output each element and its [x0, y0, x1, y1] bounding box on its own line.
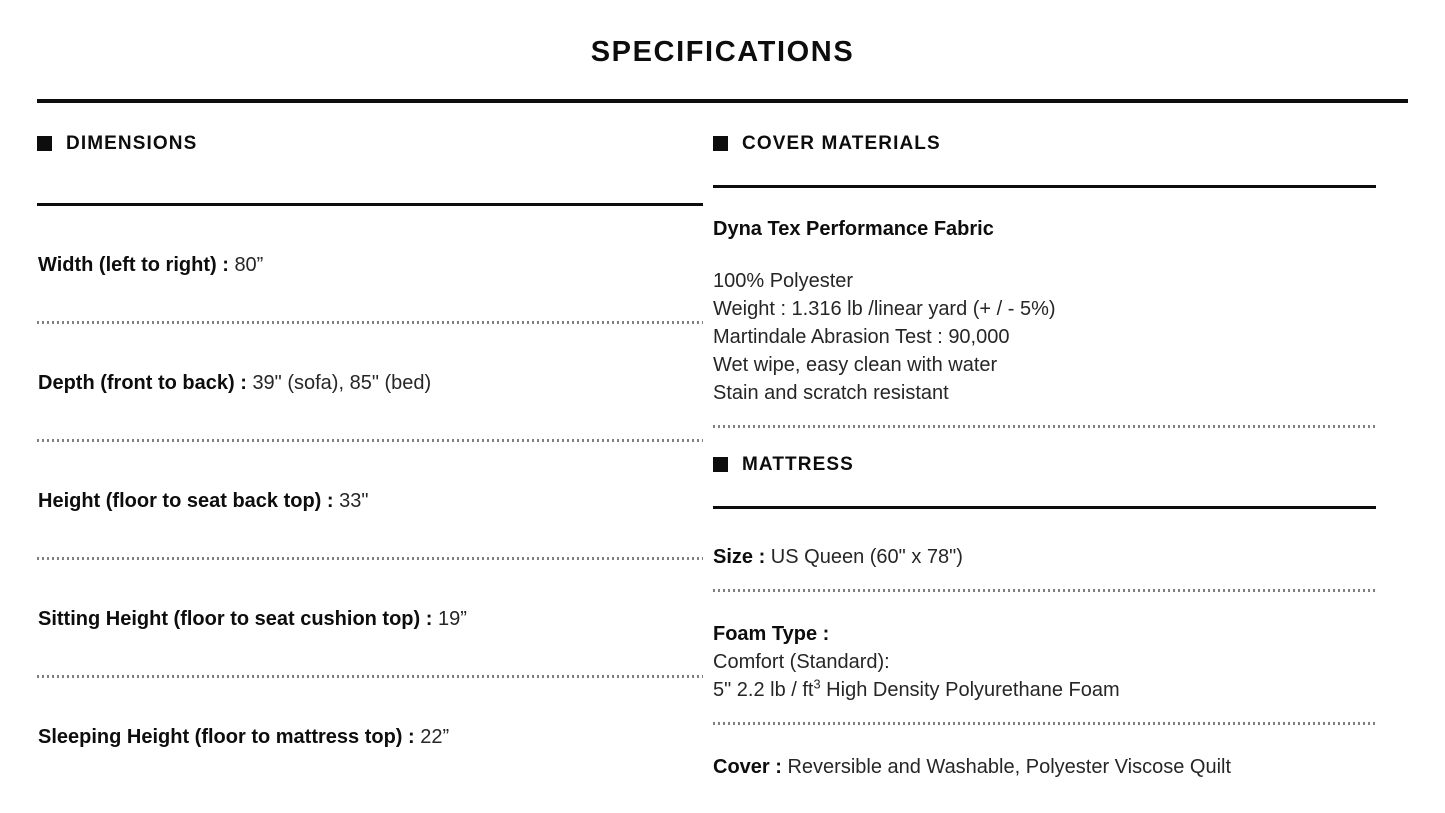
foam-comfort-line: Comfort (Standard):: [713, 651, 890, 673]
foam-dotted-divider: [713, 722, 1376, 725]
square-bullet-icon: [713, 456, 728, 472]
dimension-value: 22”: [420, 726, 450, 748]
dimensions-section-divider: [37, 203, 703, 206]
cover-materials-section-header: COVER MATERIALS: [713, 131, 1408, 155]
dimensions-section-title: DIMENSIONS: [66, 132, 198, 154]
dimension-value: 33": [339, 490, 369, 512]
row-dotted-divider: [37, 439, 703, 442]
dimension-value: 80”: [234, 254, 264, 276]
page-title: SPECIFICATIONS: [590, 36, 855, 68]
square-bullet-icon: [37, 135, 52, 151]
dimension-row-text: Sleeping Height (floor to mattress top) …: [37, 724, 705, 750]
spacer: [713, 188, 1408, 216]
dimension-row-text: Height (floor to seat back top) : 33": [37, 488, 705, 514]
dimension-row-text: Depth (front to back) : 39" (sofa), 85" …: [37, 370, 705, 396]
dimension-row-text: Sitting Height (floor to seat cushion to…: [37, 606, 705, 632]
row-dotted-divider: [37, 321, 703, 324]
cover-materials-section-divider: [713, 185, 1376, 188]
dimensions-column: DIMENSIONS Width (left to right) : 80” D…: [0, 131, 705, 796]
square-bullet-icon: [713, 135, 728, 151]
spacer: [713, 476, 1408, 506]
foam-type-label: Foam Type :: [713, 623, 830, 645]
cubic-foot-superscript: 3: [813, 676, 821, 692]
dimension-label: Depth (front to back) :: [38, 372, 247, 394]
foam-density-suffix: High Density Polyurethane Foam: [820, 679, 1120, 701]
dimension-label: Height (floor to seat back top) :: [38, 490, 334, 512]
spacer: [37, 155, 705, 203]
mattress-size-row: Size : US Queen (60" x 78"): [713, 543, 1408, 571]
mattress-cover-row: Cover : Reversible and Washable, Polyest…: [713, 753, 1408, 781]
spacer: [713, 428, 1408, 452]
fabric-detail-line: Wet wipe, easy clean with water: [713, 354, 998, 376]
dimension-row-depth: Depth (front to back) : 39" (sofa), 85" …: [37, 324, 705, 442]
fabric-detail-line: Stain and scratch resistant: [713, 382, 949, 404]
fabric-name: Dyna Tex Performance Fabric: [713, 218, 994, 240]
foam-density-line: 5" 2.2 lb / ft3 High Density Polyurethan…: [713, 676, 1408, 704]
foam-density-prefix: 5" 2.2 lb / ft: [713, 679, 814, 701]
title-divider: [37, 99, 1408, 103]
cover-materials-dotted-divider: [713, 425, 1376, 428]
mattress-cover-label: Cover :: [713, 756, 782, 778]
spacer: [713, 592, 1408, 620]
dimension-label: Sleeping Height (floor to mattress top) …: [38, 726, 415, 748]
dimensions-section-header: DIMENSIONS: [37, 131, 705, 155]
specifications-columns: DIMENSIONS Width (left to right) : 80” D…: [0, 131, 1445, 796]
mattress-size-dotted-divider: [713, 589, 1376, 592]
dimension-row-width: Width (left to right) : 80”: [37, 206, 705, 324]
foam-type-label-row: Foam Type :: [713, 620, 1408, 648]
dimension-row-text: Width (left to right) : 80”: [37, 252, 705, 278]
fabric-detail-line: 100% Polyester: [713, 270, 854, 292]
dimension-label: Sitting Height (floor to seat cushion to…: [38, 608, 433, 630]
spacer: [713, 243, 1408, 267]
mattress-section-title: MATTRESS: [742, 453, 854, 475]
mattress-section-divider: [713, 506, 1376, 509]
dimension-value: 39" (sofa), 85" (bed): [252, 372, 432, 394]
mattress-section-header: MATTRESS: [713, 452, 1408, 476]
dimension-row-sleeping-height: Sleeping Height (floor to mattress top) …: [37, 678, 705, 796]
materials-column: COVER MATERIALS Dyna Tex Performance Fab…: [705, 131, 1445, 781]
cover-materials-section-title: COVER MATERIALS: [742, 132, 941, 154]
dimension-row-height: Height (floor to seat back top) : 33": [37, 442, 705, 560]
spacer: [713, 509, 1408, 543]
mattress-cover-value: Reversible and Washable, Polyester Visco…: [781, 756, 1232, 778]
spacer: [713, 571, 1408, 589]
fabric-detail-line: Martindale Abrasion Test : 90,000: [713, 326, 1010, 348]
spacer: [713, 725, 1408, 753]
mattress-size-label: Size :: [713, 546, 766, 568]
row-dotted-divider: [37, 675, 703, 678]
mattress-size-value: US Queen (60" x 78"): [765, 546, 963, 568]
fabric-detail-line: Weight : 1.316 lb /linear yard (+ / - 5%…: [713, 298, 1056, 320]
dimension-value: 19”: [437, 608, 467, 630]
spacer: [713, 704, 1408, 722]
spacer: [713, 407, 1408, 425]
row-dotted-divider: [37, 557, 703, 560]
dimension-row-sitting-height: Sitting Height (floor to seat cushion to…: [37, 560, 705, 678]
spacer: [713, 155, 1408, 185]
dimension-label: Width (left to right) :: [38, 254, 229, 276]
